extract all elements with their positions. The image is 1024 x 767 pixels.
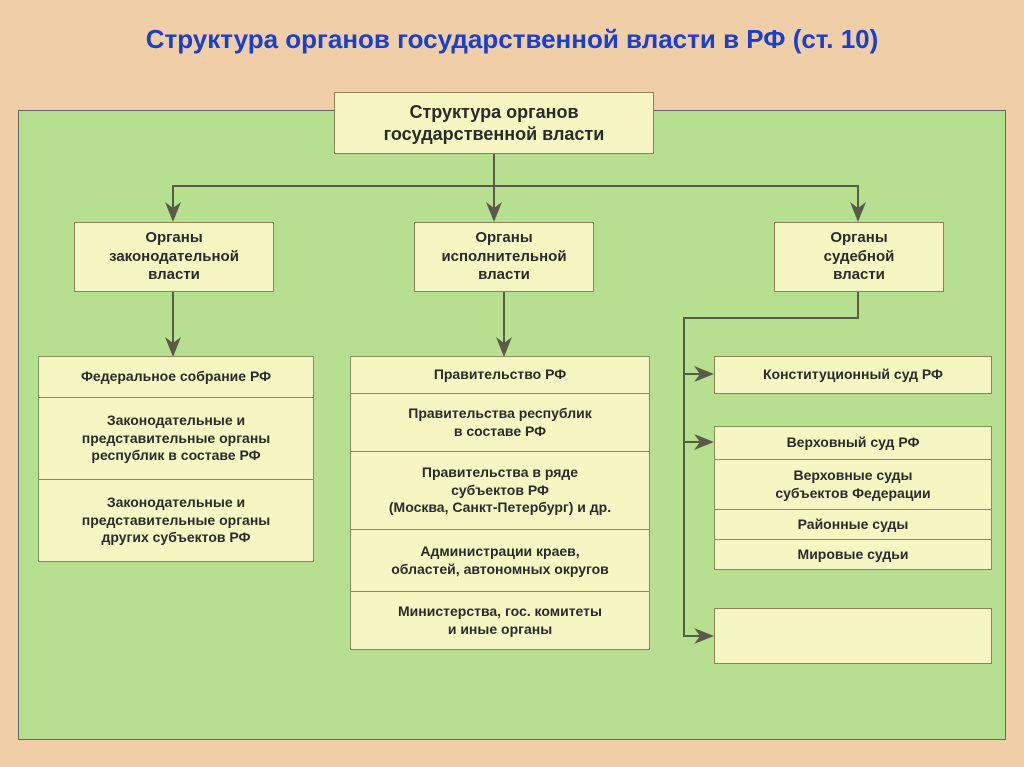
- branch-0-row-2: Законодательные ипредставительные органы…: [38, 480, 314, 562]
- branch-1-row-3: Администрации краев,областей, автономных…: [350, 530, 650, 592]
- branch-2-row-0: Верховный суд РФ: [714, 426, 992, 460]
- branch-1-row-1: Правительства республикв составе РФ: [350, 394, 650, 452]
- branch-header-2: Органысудебнойвласти: [774, 222, 944, 292]
- branch-2-row-1: Верховные судысубъектов Федерации: [714, 460, 992, 510]
- branch-1-row-2: Правительства в рядесубъектов РФ(Москва,…: [350, 452, 650, 530]
- branch-0-row-0: Федеральное собрание РФ: [38, 356, 314, 398]
- branch-0-row-1: Законодательные ипредставительные органы…: [38, 398, 314, 480]
- page-title: Структура органов государственной власти…: [0, 0, 1024, 61]
- branch-header-1: Органыисполнительнойвласти: [414, 222, 594, 292]
- branch-1-row-4: Министерства, гос. комитетыи иные органы: [350, 592, 650, 650]
- root-box: Структура органовгосударственной власти: [334, 92, 654, 154]
- branch-2-singlebox: Конституционный суд РФ: [714, 356, 992, 394]
- branch-1-row-0: Правительство РФ: [350, 356, 650, 394]
- branch-2-row-2: Районные суды: [714, 510, 992, 540]
- branch-2-emptybox: [714, 608, 992, 664]
- branch-2-row-3: Мировые судьи: [714, 540, 992, 570]
- branch-header-0: Органызаконодательнойвласти: [74, 222, 274, 292]
